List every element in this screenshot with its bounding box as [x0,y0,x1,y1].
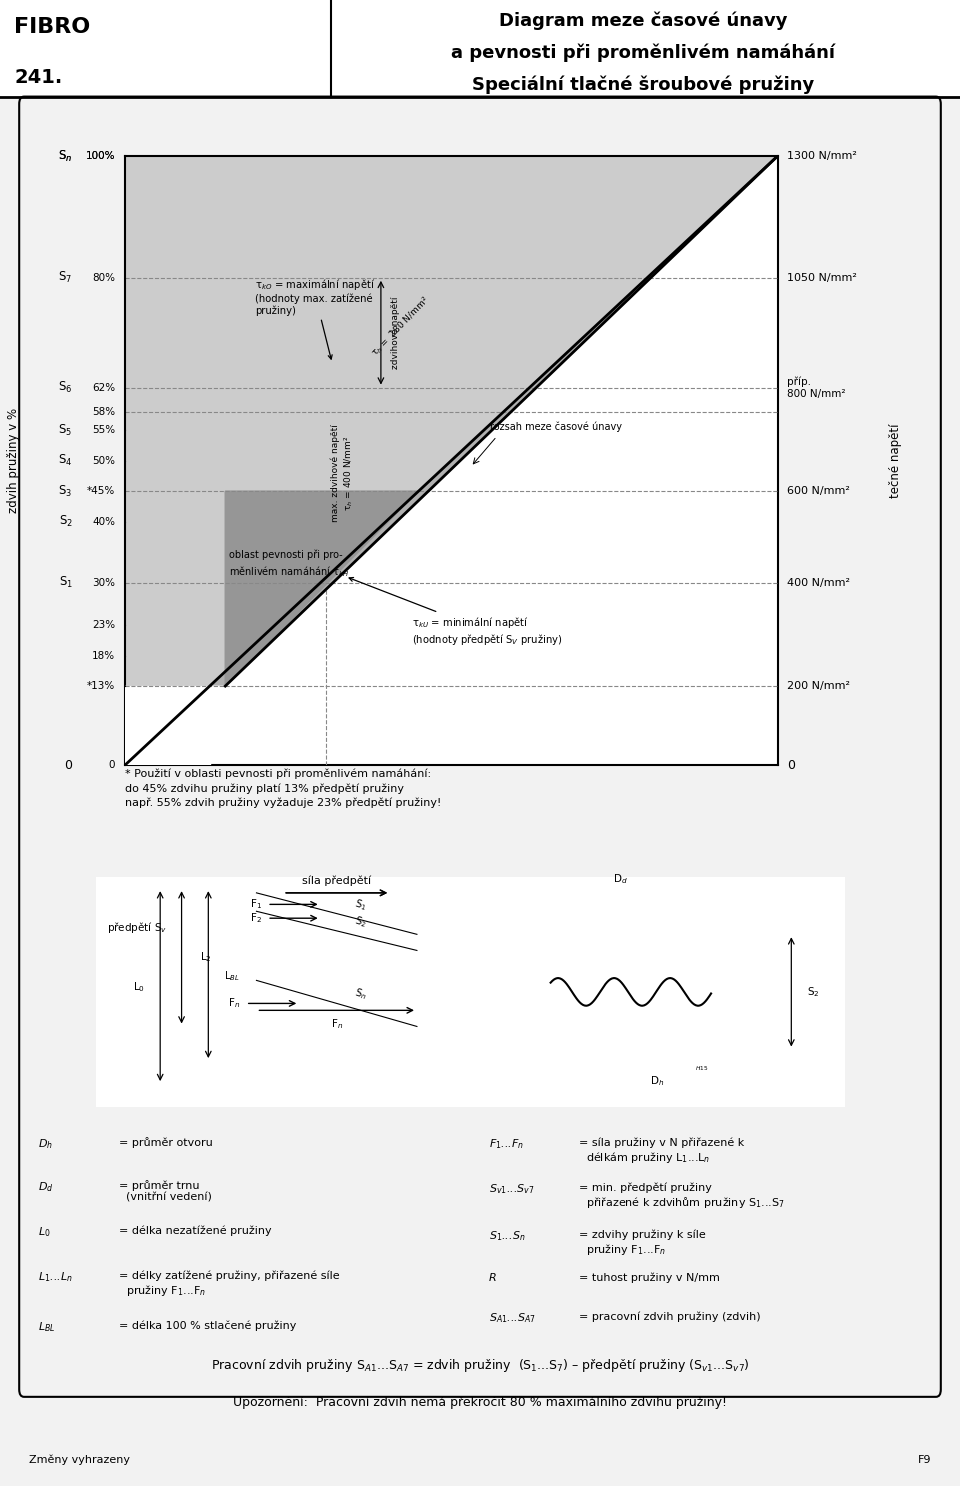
Text: τ$_h$ =  280 N/mm²: τ$_h$ = 280 N/mm² [370,294,433,360]
Text: L$_{BL}$: L$_{BL}$ [37,1320,56,1334]
Text: = síla pružiny v N přiřazené k
  délkám pružiny L$_1$...L$_n$: = síla pružiny v N přiřazené k délkám pr… [579,1137,745,1165]
Text: S$_{4}$: S$_{4}$ [59,453,73,468]
Polygon shape [125,156,778,765]
Text: = zdvihy pružiny k síle
  pružiny F$_1$...F$_n$: = zdvihy pružiny k síle pružiny F$_1$...… [579,1230,706,1257]
Text: S$_1$: S$_1$ [352,896,368,912]
Text: *13%: *13% [86,681,115,691]
Text: S$_{1}$: S$_{1}$ [59,575,73,590]
Text: = průměr trnu
  (vnitřní vedení): = průměr trnu (vnitřní vedení) [119,1180,212,1202]
Text: τ$_{kO}$ = maximální napětí
(hodnoty max. zatížené
pružiny): τ$_{kO}$ = maximální napětí (hodnoty max… [255,276,375,360]
Text: Upozornění:  Pracovní zdvih nemá překročit 80 % maximálního zdvihu pružiny!: Upozornění: Pracovní zdvih nemá překroči… [233,1395,727,1409]
Text: D$_d$: D$_d$ [612,872,628,886]
Text: FIBRO: FIBRO [14,18,90,37]
Polygon shape [125,156,778,687]
Text: rozsah meze časové únavy: rozsah meze časové únavy [491,422,622,432]
Text: = délky zatížené pružiny, přiřazené síle
  pružiny F$_1$...F$_n$: = délky zatížené pružiny, přiřazené síle… [119,1271,340,1299]
Text: max. zdvihové napětí: max. zdvihové napětí [330,424,340,522]
Text: S$_{n}$: S$_{n}$ [59,149,73,163]
Text: 58%: 58% [92,407,115,418]
Text: 200 N/mm²: 200 N/mm² [787,681,851,691]
Text: = pracovní zdvih pružiny (zdvih): = pracovní zdvih pružiny (zdvih) [579,1312,761,1323]
Text: Speciální tlačné šroubové pružiny: Speciální tlačné šroubové pružiny [472,76,814,94]
Polygon shape [226,490,419,687]
Text: F$_n$: F$_n$ [330,1018,343,1031]
Text: F$_2$: F$_2$ [250,911,262,926]
Text: S$_{v1}$...S$_{v7}$: S$_{v1}$...S$_{v7}$ [489,1183,535,1196]
Text: L$_0$: L$_0$ [132,981,145,994]
Text: S$_{3}$: S$_{3}$ [59,483,73,499]
Text: S$_{6}$: S$_{6}$ [59,380,73,395]
Text: S$_n$: S$_n$ [59,149,73,163]
Text: S$_{A1}$...S$_{A7}$: S$_{A1}$...S$_{A7}$ [489,1312,536,1326]
Text: F$_1$...F$_n$: F$_1$...F$_n$ [489,1137,524,1150]
Text: tečné napětí: tečné napětí [889,424,901,498]
Text: L$_0$: L$_0$ [37,1226,51,1239]
Text: příp.
800 N/mm²: příp. 800 N/mm² [787,376,846,398]
Text: 40%: 40% [92,517,115,526]
Text: S$_{7}$: S$_{7}$ [59,270,73,285]
Text: D$_h$: D$_h$ [651,1074,664,1088]
Text: 100%: 100% [85,152,115,160]
Text: 18%: 18% [92,651,115,661]
Text: 0: 0 [787,759,796,771]
Text: D$_h$: D$_h$ [37,1137,53,1150]
Text: Pracovní zdvih pružiny S$_{A1}$...S$_{A7}$ = zdvih pružiny  (S$_1$...S$_7$) – př: Pracovní zdvih pružiny S$_{A1}$...S$_{A7… [210,1357,750,1375]
Text: 241.: 241. [14,67,62,86]
Text: 100%: 100% [85,152,115,160]
Text: S$_{5}$: S$_{5}$ [59,422,73,438]
Text: F$_n$: F$_n$ [228,997,240,1010]
Text: S$_n$: S$_n$ [352,987,368,1003]
Polygon shape [125,687,209,765]
Text: síla předpětí: síla předpětí [302,875,372,886]
Text: F$_1$: F$_1$ [250,898,262,911]
Text: zdvihové napětí: zdvihové napětí [391,297,400,369]
Text: zdvih pružiny v %: zdvih pružiny v % [8,409,20,513]
Text: a pevnosti při proměnlivém namáhání: a pevnosti při proměnlivém namáhání [451,43,835,62]
Polygon shape [125,687,226,765]
Text: 1300 N/mm²: 1300 N/mm² [787,152,857,160]
Text: 600 N/mm²: 600 N/mm² [787,486,851,496]
Text: 1050 N/mm²: 1050 N/mm² [787,273,857,282]
Text: 0: 0 [64,759,73,771]
Text: 50%: 50% [92,456,115,465]
Text: *45%: *45% [86,486,115,496]
Text: 23%: 23% [92,620,115,630]
Text: S$_1$...S$_n$: S$_1$...S$_n$ [489,1230,526,1244]
Text: L$_{BL}$: L$_{BL}$ [225,969,240,982]
FancyBboxPatch shape [96,877,845,1107]
Text: Diagram meze časové únavy: Diagram meze časové únavy [499,12,787,30]
Text: S$_{2}$: S$_{2}$ [59,514,73,529]
Text: S$_2$: S$_2$ [807,985,820,999]
Text: Změny vyhrazeny: Změny vyhrazeny [29,1455,130,1465]
Text: S$_2$: S$_2$ [352,914,368,930]
Text: = délka nezatížené pružiny: = délka nezatížené pružiny [119,1226,272,1236]
Text: D$_d$: D$_d$ [37,1180,54,1193]
Text: = průměr otvoru: = průměr otvoru [119,1137,213,1147]
Text: L$_2$: L$_2$ [201,951,212,964]
Text: F9: F9 [918,1455,931,1465]
Text: = délka 100 % stlačené pružiny: = délka 100 % stlačené pružiny [119,1320,297,1330]
Text: * Použití v oblasti pevnosti při proměnlivém namáhání:
do 45% zdvihu pružiny pla: * Použití v oblasti pevnosti při proměnl… [125,768,442,808]
Text: 80%: 80% [92,273,115,282]
Text: oblast pevnosti při pro-
měnlivém namáhání τ$_{kH}$: oblast pevnosti při pro- měnlivém namáhá… [229,550,349,580]
Text: předpětí S$_v$: předpětí S$_v$ [107,920,167,935]
Text: L$_1$...L$_n$: L$_1$...L$_n$ [37,1271,73,1284]
Text: = tuhost pružiny v N/mm: = tuhost pružiny v N/mm [579,1272,720,1284]
Text: 400 N/mm²: 400 N/mm² [787,578,851,587]
Text: τ$_{kU}$ = minimální napětí
(hodnoty předpětí S$_V$ pružiny): τ$_{kU}$ = minimální napětí (hodnoty pře… [349,578,563,648]
Text: = min. předpětí pružiny
  přiřazené k zdvihům pružiny S$_1$...S$_7$: = min. předpětí pružiny přiřazené k zdvi… [579,1183,785,1210]
Text: $^{H15}$: $^{H15}$ [695,1065,708,1074]
Text: 62%: 62% [92,382,115,392]
Text: 30%: 30% [92,578,115,587]
Text: 0: 0 [108,761,115,770]
Text: 55%: 55% [92,425,115,435]
Text: R: R [489,1272,496,1282]
Text: τ$_h$ = 400 N/mm²: τ$_h$ = 400 N/mm² [343,435,355,511]
